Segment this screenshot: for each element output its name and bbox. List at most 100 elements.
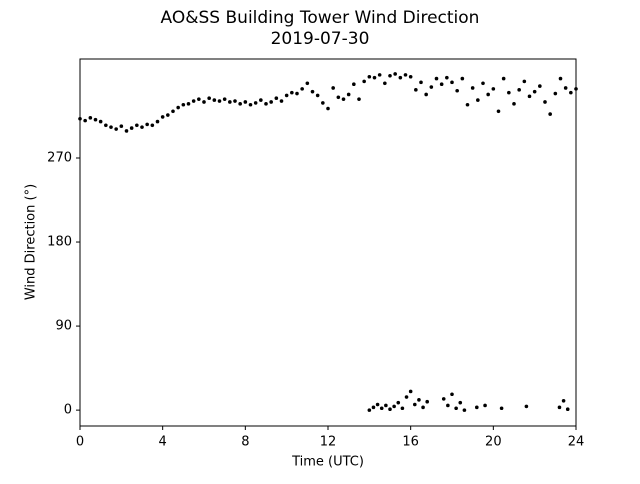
- data-point: [538, 84, 542, 88]
- data-point: [367, 74, 372, 79]
- data-point: [450, 392, 454, 397]
- data-point: [315, 93, 320, 98]
- x-tick-label: 0: [76, 435, 84, 450]
- data-point: [202, 100, 206, 104]
- data-point: [140, 125, 144, 129]
- chart-title: AO&SS Building Tower Wind Direction: [161, 8, 480, 28]
- data-point: [228, 100, 232, 104]
- data-point: [207, 96, 211, 101]
- data-point: [454, 406, 458, 411]
- data-point: [295, 91, 299, 96]
- data-point: [383, 81, 387, 86]
- data-point: [248, 102, 253, 107]
- y-tick-label: 270: [47, 150, 72, 165]
- data-point: [517, 88, 521, 92]
- data-point: [445, 75, 449, 80]
- data-point: [145, 122, 149, 127]
- data-point: [98, 119, 103, 124]
- data-point: [124, 129, 129, 133]
- data-point: [565, 407, 570, 411]
- data-point: [450, 80, 454, 85]
- data-point: [83, 118, 87, 123]
- data-point: [305, 81, 310, 86]
- x-tick-label: 20: [485, 435, 502, 450]
- x-axis-label: Time (UTC): [291, 455, 364, 470]
- data-point: [569, 90, 573, 95]
- data-point: [512, 102, 516, 106]
- data-point: [171, 109, 175, 114]
- data-point: [475, 405, 479, 410]
- data-point: [499, 406, 504, 411]
- data-point: [574, 87, 578, 91]
- data-point: [408, 389, 413, 394]
- data-point: [377, 73, 382, 77]
- chart-subtitle: 2019-07-30: [271, 29, 370, 49]
- data-point: [384, 403, 388, 408]
- data-point: [408, 74, 413, 79]
- data-point: [558, 76, 563, 81]
- data-point: [507, 90, 511, 95]
- data-point: [393, 72, 397, 76]
- data-point: [372, 75, 377, 80]
- data-point: [557, 405, 562, 410]
- data-point: [269, 100, 273, 104]
- data-point: [166, 113, 170, 117]
- data-point: [119, 124, 124, 129]
- data-point: [396, 400, 401, 405]
- data-point: [548, 112, 552, 116]
- data-point: [88, 116, 93, 120]
- data-point: [375, 402, 380, 407]
- data-point: [439, 82, 444, 87]
- data-point: [352, 82, 356, 87]
- data-point: [543, 100, 547, 104]
- data-point: [424, 92, 428, 97]
- data-point: [279, 99, 284, 103]
- data-point: [212, 98, 217, 102]
- data-point: [357, 97, 361, 101]
- data-point: [455, 88, 459, 93]
- data-point: [527, 94, 532, 99]
- data-point: [362, 79, 366, 84]
- x-tick-label: 8: [241, 435, 249, 450]
- data-point: [290, 90, 294, 95]
- data-point: [93, 117, 98, 122]
- y-tick-label: 180: [47, 235, 72, 250]
- data-point: [300, 87, 304, 91]
- data-point: [331, 86, 335, 90]
- data-point: [243, 100, 248, 104]
- data-point: [561, 398, 566, 403]
- data-point: [109, 125, 113, 129]
- data-point: [181, 102, 186, 107]
- data-point: [284, 93, 289, 98]
- data-point: [233, 99, 237, 103]
- data-point: [160, 115, 165, 119]
- data-point: [421, 405, 425, 410]
- data-point: [176, 105, 180, 110]
- data-point: [379, 406, 384, 411]
- data-point: [429, 85, 434, 89]
- data-point: [398, 75, 403, 80]
- data-point: [425, 399, 430, 404]
- data-point: [191, 99, 196, 103]
- data-point: [150, 123, 155, 128]
- data-point: [532, 89, 537, 94]
- data-point: [417, 398, 421, 402]
- data-point: [481, 81, 485, 86]
- data-point: [238, 102, 242, 106]
- y-axis-label: Wind Direction (°): [24, 184, 39, 300]
- data-point: [274, 96, 279, 101]
- data-point: [388, 407, 392, 411]
- y-tick-label: 90: [55, 319, 72, 334]
- data-point: [486, 92, 490, 97]
- data-point: [446, 403, 450, 408]
- data-point: [114, 127, 118, 131]
- data-point: [217, 99, 222, 103]
- data-point: [470, 86, 475, 90]
- data-point: [259, 98, 263, 102]
- data-point: [404, 395, 409, 399]
- data-point: [400, 406, 405, 411]
- data-point: [460, 76, 465, 81]
- data-point: [388, 74, 392, 78]
- data-point: [321, 101, 325, 105]
- data-point: [522, 79, 527, 84]
